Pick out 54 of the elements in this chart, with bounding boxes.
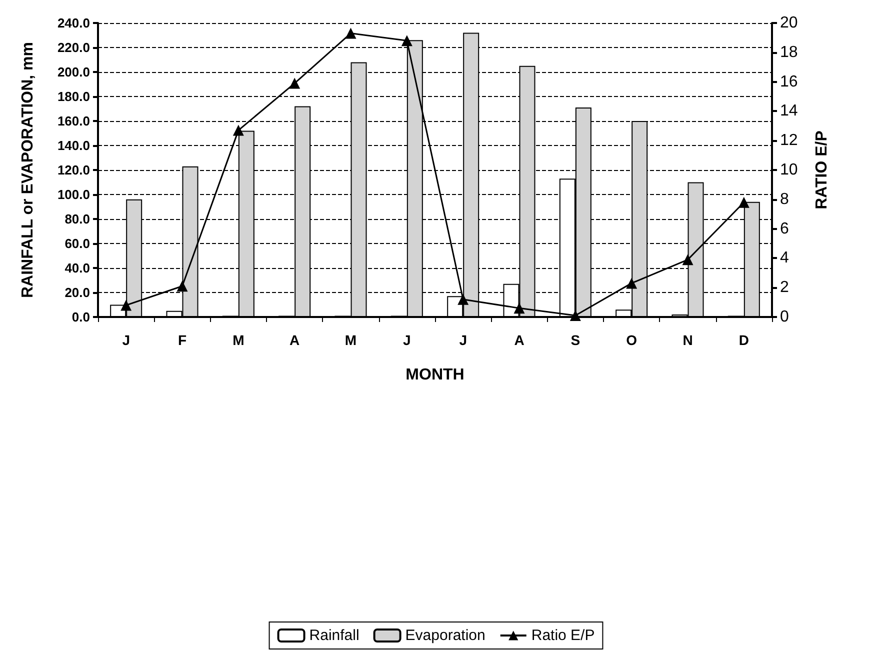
- y2-tick-label: 8: [780, 190, 789, 208]
- point: [738, 196, 750, 208]
- x-tick-label: J: [459, 332, 467, 348]
- x-tick-label: A: [290, 332, 300, 348]
- y-tick-label: 120.0: [57, 162, 90, 178]
- legend-label: Rainfall: [309, 627, 360, 644]
- y2-axis-title: RATIO E/P: [814, 130, 830, 210]
- x-tick-label: F: [178, 332, 187, 348]
- point: [570, 310, 581, 322]
- y2-tick-label: 6: [780, 220, 789, 238]
- x-tick-label: M: [344, 332, 357, 348]
- y-tick-label: 20.0: [64, 285, 90, 300]
- y-tick-label: 140.0: [57, 138, 90, 153]
- y-tick-label: 200.0: [57, 64, 90, 80]
- y-tick-label: 160.0: [57, 114, 90, 128]
- y-axis-title: RAINFALL or EVAPORATION, mm: [20, 42, 36, 298]
- point: [458, 294, 469, 305]
- x-tick-label: A: [514, 332, 524, 348]
- point: [232, 124, 244, 136]
- y-tick-label: 80.0: [64, 212, 90, 226]
- point: [176, 280, 188, 292]
- point: [514, 302, 525, 314]
- x-tick-label: D: [738, 332, 749, 348]
- point: [626, 278, 638, 289]
- y-tick-label: 60.0: [64, 236, 90, 251]
- x-tick-label: J: [403, 332, 411, 348]
- y2-tick-label: 0: [780, 308, 789, 326]
- point: [289, 78, 300, 89]
- y2-tick-label: 10: [780, 162, 798, 178]
- y2-tick-label: 16: [780, 73, 798, 90]
- y-tick-label: 0.0: [72, 310, 90, 324]
- x-tick-label: J: [122, 332, 130, 348]
- y-tick-label: 240.0: [57, 16, 90, 30]
- y2-tick-label: 14: [780, 102, 798, 120]
- y-tick-label: 40.0: [64, 260, 90, 276]
- x-tick-label: O: [626, 332, 638, 348]
- y2-tick-label: 4: [780, 250, 789, 267]
- x-tick-label: S: [570, 332, 580, 348]
- y-tick-label: 180.0: [57, 89, 90, 104]
- x-tick-label: M: [232, 332, 244, 348]
- y2-tick-label: 20: [780, 14, 798, 32]
- point: [401, 35, 412, 46]
- point: [120, 300, 132, 311]
- y-tick-label: 100.0: [57, 187, 90, 202]
- legend-label: Evaporation: [405, 627, 486, 644]
- point: [682, 254, 694, 266]
- legend-label: Ratio E/P: [531, 627, 595, 644]
- x-axis-title: MONTH: [406, 366, 464, 384]
- x-tick-label: N: [682, 332, 693, 348]
- y2-tick-label: 18: [780, 44, 798, 61]
- y-tick-label: 220.0: [57, 40, 90, 55]
- y2-tick-label: 12: [780, 132, 798, 150]
- y2-tick-label: 2: [780, 279, 789, 296]
- point: [345, 28, 356, 39]
